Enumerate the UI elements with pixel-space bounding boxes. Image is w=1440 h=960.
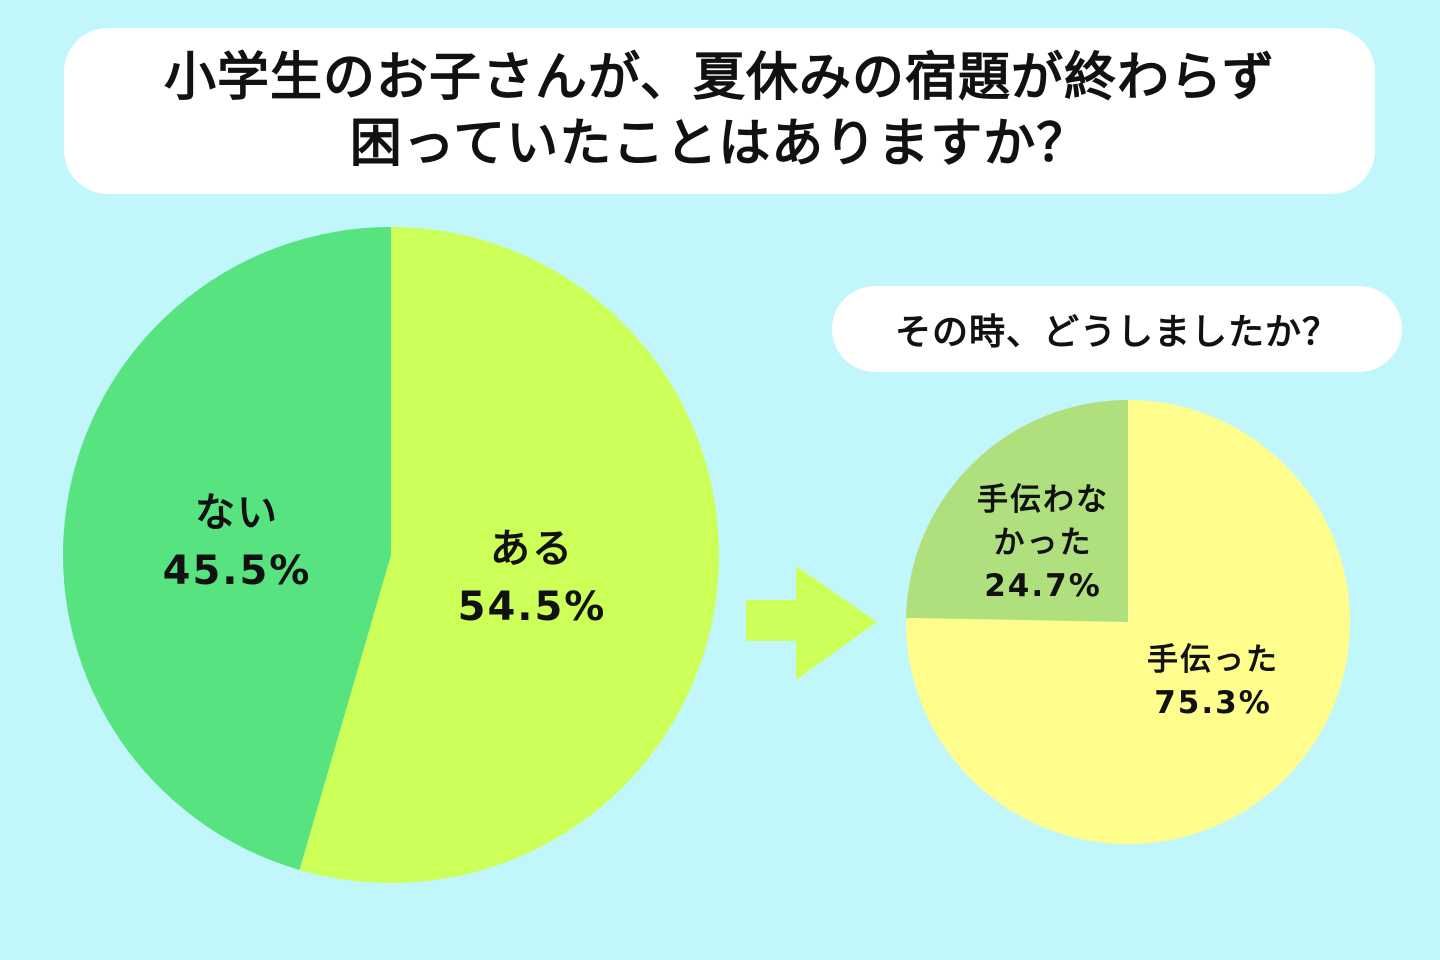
title-box: 小学生のお子さんが、夏休みの宿題が終わらず 困っていたことはありますか？ bbox=[64, 28, 1375, 194]
pie-label-nai-name: ない bbox=[195, 490, 279, 536]
followup-question: その時、どうしましたか？ bbox=[894, 312, 1339, 353]
main-pie-chart: ある 54.5% ない 45.5% bbox=[63, 227, 720, 884]
title-line-2: 困っていたことはありますか？ bbox=[349, 114, 1090, 174]
pie-label-tetsudatta-name: 手伝った bbox=[1147, 642, 1279, 678]
pie-label-tetsudawanakatta-name-1: 手伝わな bbox=[977, 482, 1109, 518]
pie-slice-tetsudawanakatta bbox=[906, 400, 1128, 622]
title-line-1: 小学生のお子さんが、夏休みの宿題が終わらず bbox=[164, 48, 1275, 108]
pie-slice-aru bbox=[299, 227, 720, 884]
arrow-right-icon bbox=[746, 566, 877, 680]
pie-label-tetsudawanakatta-value: 24.7% bbox=[984, 568, 1102, 604]
pie-label-aru-value: 54.5% bbox=[458, 584, 607, 630]
pie-label-aru-name: ある bbox=[490, 526, 574, 572]
pie-label-tetsudawanakatta-name-2: かった bbox=[994, 525, 1093, 561]
followup-question-box: その時、どうしましたか？ bbox=[832, 286, 1402, 372]
pie-slice-nai bbox=[63, 227, 392, 870]
pie-label-tetsudatta-value: 75.3% bbox=[1154, 685, 1272, 721]
pie-label-nai-value: 45.5% bbox=[163, 548, 312, 594]
